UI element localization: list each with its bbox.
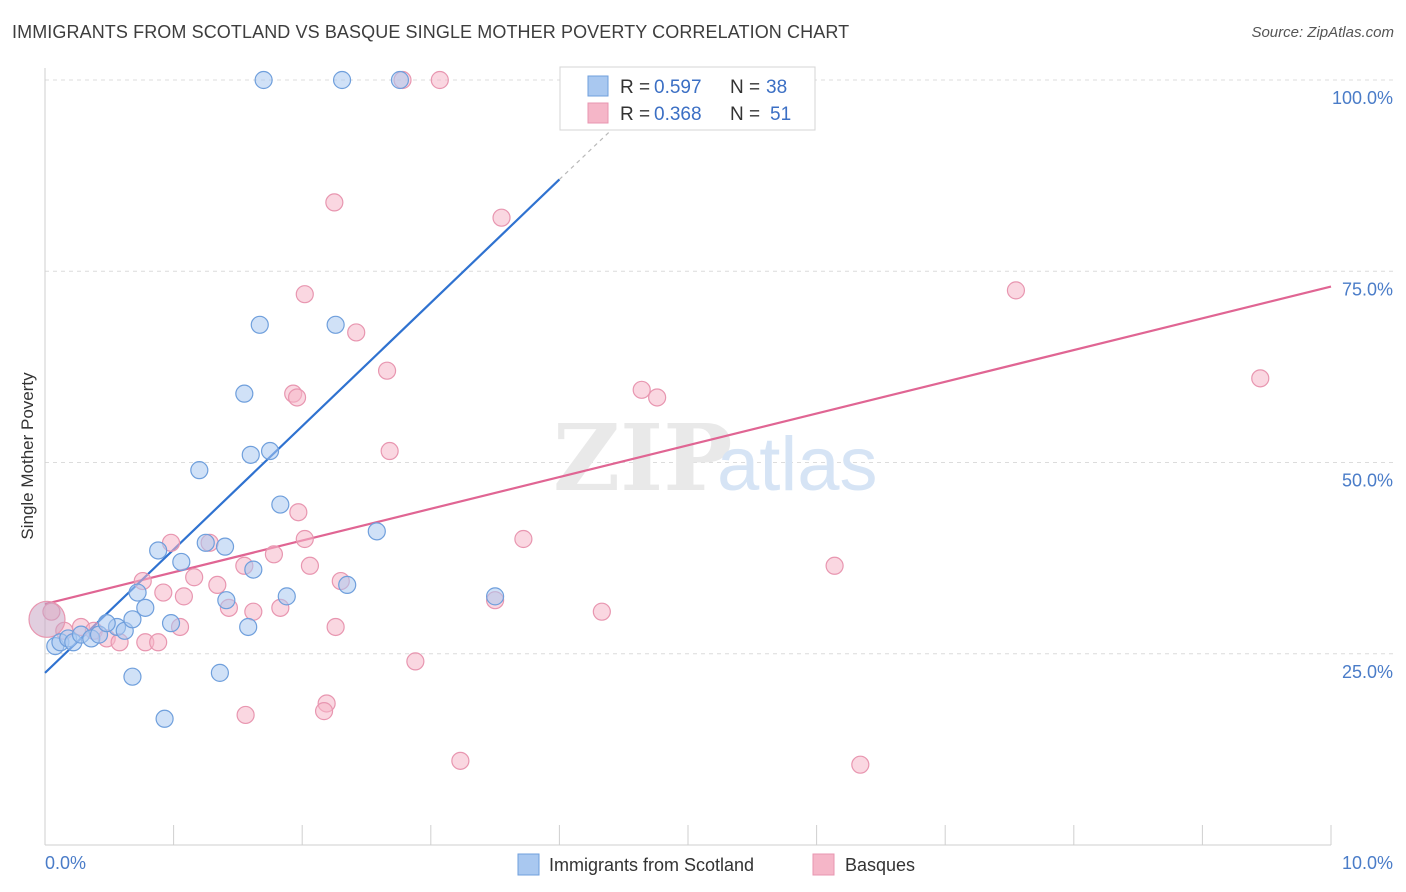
basque-point <box>236 705 255 725</box>
basque-point <box>300 556 320 575</box>
legend-n-value-1: 38 <box>766 77 787 98</box>
basque-point <box>430 70 449 90</box>
scotland-point <box>277 587 296 606</box>
basque-point <box>326 617 345 637</box>
scotland-point <box>326 315 345 334</box>
scotland-point <box>97 614 116 633</box>
bottom-legend-label-scotland: Immigrants from Scotland <box>549 855 754 875</box>
scotland-point <box>271 495 290 514</box>
scotland-trend-line <box>44 178 561 674</box>
chart-title: IMMIGRANTS FROM SCOTLAND VS BASQUE SINGL… <box>12 22 850 42</box>
legend: R = 0.597 N = 38 R = 0.368 N = 51 <box>559 66 816 131</box>
basque-point <box>648 388 667 407</box>
scotland-point <box>136 598 155 617</box>
scotland-points <box>46 70 505 728</box>
x-tick-label-max: 10.0% <box>1342 853 1393 873</box>
basque-point <box>380 441 399 461</box>
scotland-point <box>244 560 263 579</box>
watermark-atlas: atlas <box>717 422 878 507</box>
scotland-point <box>190 461 209 480</box>
scotland-point <box>123 610 142 629</box>
legend-r-value-2: 0.368 <box>654 104 702 125</box>
basque-point <box>492 208 511 227</box>
y-tick-label: 100.0% <box>1332 88 1393 108</box>
basque-point <box>592 602 611 621</box>
bottom-legend-label-basque: Basques <box>845 855 915 875</box>
basque-point <box>325 193 344 212</box>
scotland-point <box>239 617 258 637</box>
legend-n-label-2: N = <box>730 104 760 125</box>
basque-point <box>632 380 651 399</box>
y-axis-label: Single Mother Poverty <box>18 372 37 540</box>
basque-point <box>377 361 397 380</box>
basque-point <box>287 388 307 407</box>
scotland-point <box>123 667 142 686</box>
basque-point <box>154 583 173 602</box>
legend-n-value-2: 51 <box>770 104 791 125</box>
scotland-point <box>367 522 386 541</box>
basque-point <box>851 755 870 774</box>
scotland-point <box>128 583 147 602</box>
basque-point <box>208 575 227 595</box>
scotland-point <box>217 591 236 610</box>
scotland-point <box>215 537 235 556</box>
chart-source: Source: ZipAtlas.com <box>1251 24 1394 41</box>
basque-point <box>1006 281 1026 300</box>
scotland-point <box>254 70 273 90</box>
basque-point <box>295 285 314 304</box>
bottom-legend-swatch-scotland <box>517 853 540 876</box>
basque-point <box>406 652 425 671</box>
scotland-point <box>260 441 280 461</box>
watermark-zip: ZIP <box>553 404 732 512</box>
y-tick-label: 75.0% <box>1342 279 1393 299</box>
axes <box>44 68 1331 846</box>
x-tick-labels: 0.0% 10.0% <box>45 853 1393 873</box>
legend-r-label-1: R = <box>620 77 650 98</box>
legend-swatch-basque <box>587 102 609 124</box>
basque-point <box>514 529 533 549</box>
scotland-point <box>241 445 260 464</box>
scotland-point <box>161 614 181 633</box>
legend-swatch-scotland <box>587 75 609 97</box>
scotland-point <box>235 384 254 403</box>
scotland-point <box>250 315 269 334</box>
watermark: ZIP atlas <box>553 404 878 512</box>
basque-point-cluster <box>28 600 66 638</box>
basque-point <box>185 568 204 587</box>
basque-trend-line <box>44 285 1332 606</box>
basque-point <box>244 602 263 621</box>
basque-point <box>451 751 470 770</box>
legend-r-value-1: 0.597 <box>654 77 702 98</box>
scotland-point <box>155 709 174 728</box>
bottom-legend: Immigrants from Scotland Basques <box>517 853 915 876</box>
basque-point <box>347 323 366 342</box>
basque-point <box>264 545 284 564</box>
basque-point <box>825 556 844 575</box>
legend-n-label-1: N = <box>730 77 760 98</box>
y-tick-label: 25.0% <box>1342 662 1393 682</box>
scotland-point <box>390 70 410 90</box>
scotland-point <box>196 533 215 552</box>
scotland-point <box>486 587 505 606</box>
x-tick-label-min: 0.0% <box>45 853 86 873</box>
scotland-point <box>338 575 357 595</box>
legend-r-label-2: R = <box>620 104 650 125</box>
basque-point <box>289 503 308 522</box>
y-tick-label: 50.0% <box>1342 471 1393 491</box>
basque-point <box>1251 369 1270 388</box>
y-tick-labels: 25.0% 50.0% 75.0% 100.0% <box>1332 88 1393 682</box>
basque-point <box>174 587 193 606</box>
basque-point <box>149 633 168 652</box>
bottom-legend-swatch-basque <box>812 853 835 876</box>
scotland-point <box>210 663 229 682</box>
scotland-point <box>172 552 191 572</box>
basque-point <box>314 702 334 721</box>
scotland-point <box>149 541 168 560</box>
scotland-point <box>332 70 352 90</box>
basque-point <box>295 529 314 549</box>
